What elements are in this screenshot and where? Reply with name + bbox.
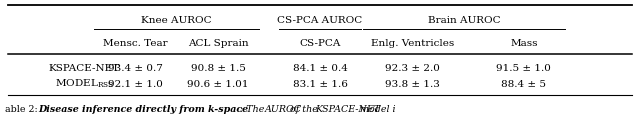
Text: 93.4 ± 0.7: 93.4 ± 0.7 [108,64,163,73]
Text: KSPACE-NET: KSPACE-NET [316,104,381,113]
Text: KSPACE-NET: KSPACE-NET [49,64,120,73]
Text: 84.1 ± 0.4: 84.1 ± 0.4 [292,64,348,73]
Text: CS-PCA AUROC: CS-PCA AUROC [277,16,363,25]
Text: Knee AUROC: Knee AUROC [141,16,212,25]
Text: Mass: Mass [510,39,538,48]
Text: of the: of the [290,104,318,113]
Text: CS-PCA: CS-PCA [300,39,340,48]
Text: 88.4 ± 5: 88.4 ± 5 [501,79,547,88]
Text: $\mathregular{MODEL}_{\mathregular{RSS}}$: $\mathregular{MODEL}_{\mathregular{RSS}}… [55,77,114,90]
Text: : The: : The [241,104,265,113]
Text: able 2:: able 2: [4,104,37,113]
Text: Brain AUROC: Brain AUROC [428,16,500,25]
Text: Mensc. Tear: Mensc. Tear [103,39,168,48]
Text: 92.1 ± 1.0: 92.1 ± 1.0 [108,79,163,88]
Text: ACL Sprain: ACL Sprain [188,39,248,48]
Text: 83.1 ± 1.6: 83.1 ± 1.6 [292,79,348,88]
Text: 92.3 ± 2.0: 92.3 ± 2.0 [385,64,440,73]
Text: 90.6 ± 1.01: 90.6 ± 1.01 [188,79,249,88]
Text: AUROC: AUROC [264,104,301,113]
Text: 93.8 ± 1.3: 93.8 ± 1.3 [385,79,440,88]
Text: 90.8 ± 1.5: 90.8 ± 1.5 [191,64,246,73]
Text: Disease inference directly from k-space: Disease inference directly from k-space [38,104,248,113]
Text: model i: model i [360,104,396,113]
Text: 91.5 ± 1.0: 91.5 ± 1.0 [497,64,551,73]
Text: Enlg. Ventricles: Enlg. Ventricles [371,39,454,48]
